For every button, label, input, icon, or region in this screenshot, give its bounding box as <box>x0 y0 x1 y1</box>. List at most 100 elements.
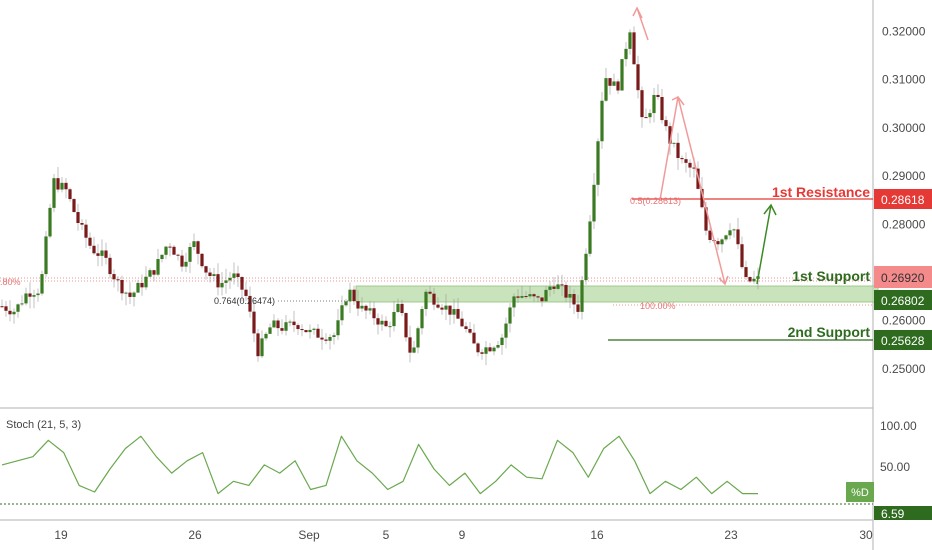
candle-body <box>540 297 544 302</box>
candle-body <box>692 167 696 169</box>
candle-body <box>456 309 460 319</box>
support-1-tag <box>874 266 932 288</box>
candle-body <box>704 207 708 231</box>
candle-body <box>616 81 620 91</box>
candle-body <box>324 339 328 341</box>
candle-body <box>240 277 244 290</box>
fib-left-label: .80% <box>0 277 21 287</box>
candle-body <box>84 224 88 238</box>
candle-body <box>624 48 628 60</box>
candle-body <box>4 306 8 311</box>
candle-body <box>560 284 564 286</box>
candle-body <box>68 189 72 200</box>
candle-body <box>740 244 744 268</box>
down-arrow-3-head <box>718 275 729 286</box>
up-arrow <box>756 204 772 285</box>
candle-body <box>156 259 160 275</box>
candle-body <box>256 333 260 357</box>
candle-body <box>372 308 376 319</box>
candle-body <box>328 336 332 341</box>
candle-body <box>732 229 736 231</box>
candle-body <box>108 257 112 275</box>
extra-price-tag <box>874 290 932 310</box>
candle-body <box>160 254 164 260</box>
candle-body <box>404 313 408 338</box>
candle-body <box>672 142 676 144</box>
candle-body <box>720 239 724 245</box>
x-tick-16: 16 <box>590 528 604 542</box>
candle-body <box>104 250 108 258</box>
candle-body <box>196 241 200 254</box>
candle-body <box>236 273 240 278</box>
candle-body <box>724 235 728 240</box>
candle-body <box>304 330 308 333</box>
candle-body <box>44 236 48 275</box>
down-arrow-3 <box>677 96 726 285</box>
price-tick: 0.28000 <box>882 217 926 231</box>
candle-body <box>440 307 444 310</box>
candle-body <box>208 272 212 277</box>
candle-body <box>32 295 36 297</box>
candle-body <box>652 94 656 114</box>
candle-body <box>648 113 652 118</box>
stoch-tick-100: 100.00 <box>880 419 917 433</box>
candle-body <box>392 311 396 327</box>
candle-body <box>588 221 592 254</box>
candle-body <box>140 282 144 288</box>
candle-body <box>36 293 40 296</box>
candle-body <box>492 347 496 352</box>
candle-body <box>340 305 344 321</box>
price-tick: 0.30000 <box>882 121 926 135</box>
candle-body <box>368 308 372 311</box>
candle-body <box>528 294 532 297</box>
support-2-label: 2nd Support <box>788 324 871 340</box>
candle-body <box>680 157 684 160</box>
candle-body <box>476 343 480 353</box>
candle-body <box>500 337 504 346</box>
candle-body <box>172 246 176 255</box>
fib-05-label: 0.5(0.28613) <box>630 196 681 206</box>
candle-body <box>148 270 152 277</box>
candle-body <box>248 295 252 312</box>
candle-body <box>128 292 132 297</box>
candle-body <box>484 347 488 354</box>
candle-body <box>356 301 360 309</box>
candle-body <box>544 289 548 302</box>
price-tick: 0.32000 <box>882 25 926 39</box>
candle-body <box>268 327 272 334</box>
candle-body <box>584 253 588 281</box>
candle-body <box>572 294 576 305</box>
candle-body <box>360 305 364 309</box>
candle-body <box>216 274 220 288</box>
candle-body <box>472 332 476 344</box>
down-arrow-2 <box>659 96 679 201</box>
candle-body <box>232 273 236 278</box>
candle-body <box>512 296 516 308</box>
candle-body <box>176 254 180 256</box>
candle-body <box>504 323 508 338</box>
candle-body <box>432 293 436 305</box>
candle-body <box>564 284 568 298</box>
candle-body <box>52 178 56 208</box>
candle-body <box>344 301 348 306</box>
stoch-legend-box[interactable] <box>846 482 874 502</box>
candle-body <box>276 320 280 329</box>
candle-body <box>132 292 136 297</box>
candle-body <box>188 247 192 262</box>
candle-body <box>112 274 116 280</box>
candle-body <box>288 321 292 323</box>
candle-body <box>180 255 184 267</box>
candle-body <box>300 329 304 331</box>
candle-body <box>600 100 604 142</box>
candle-body <box>660 97 664 121</box>
stoch-tick-50: 50.00 <box>880 460 910 474</box>
candle-body <box>676 142 680 158</box>
candle-body <box>480 352 484 354</box>
candle-body <box>752 278 756 282</box>
candle-body <box>468 329 472 333</box>
candle-body <box>532 294 536 297</box>
candle-body <box>192 241 196 248</box>
candle-body <box>684 159 688 163</box>
candle-body <box>308 329 312 333</box>
